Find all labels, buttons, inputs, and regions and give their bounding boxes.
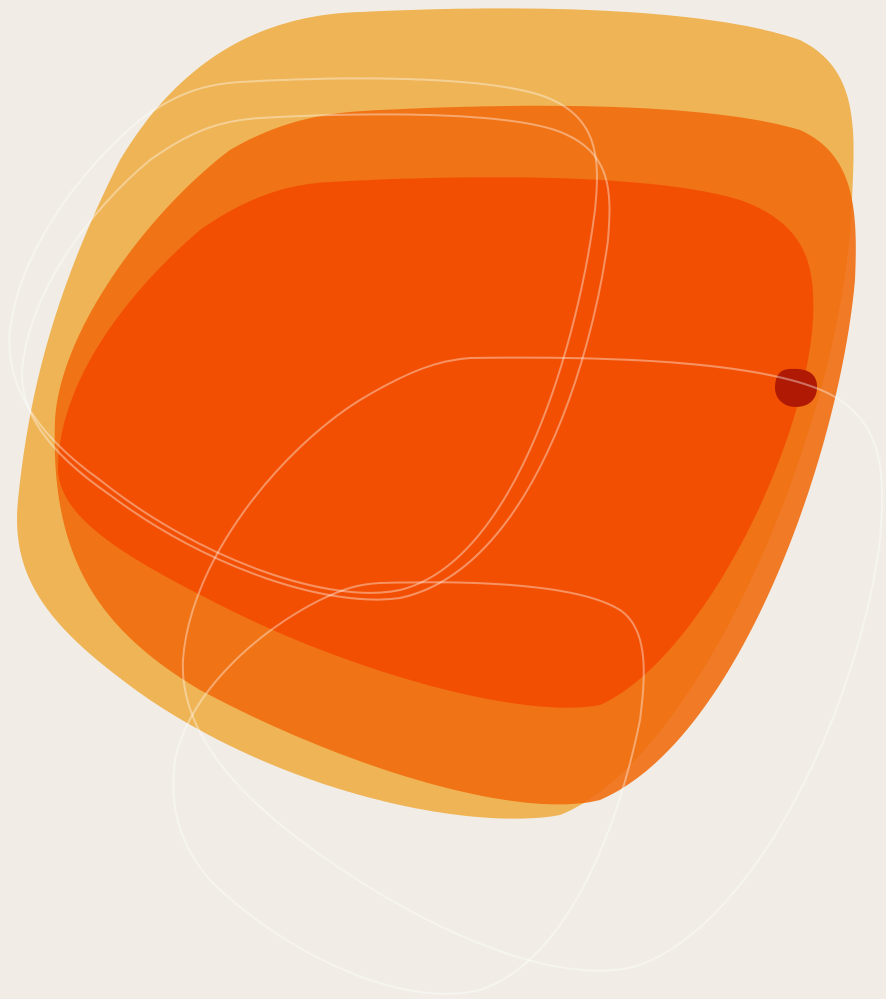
dot	[775, 369, 817, 407]
body: {} (() => { const data = JSON.parse(docu…	[0, 0, 886, 999]
artwork	[0, 0, 886, 999]
page: Abstract shapes html, body { margin: 0; …	[0, 0, 886, 999]
